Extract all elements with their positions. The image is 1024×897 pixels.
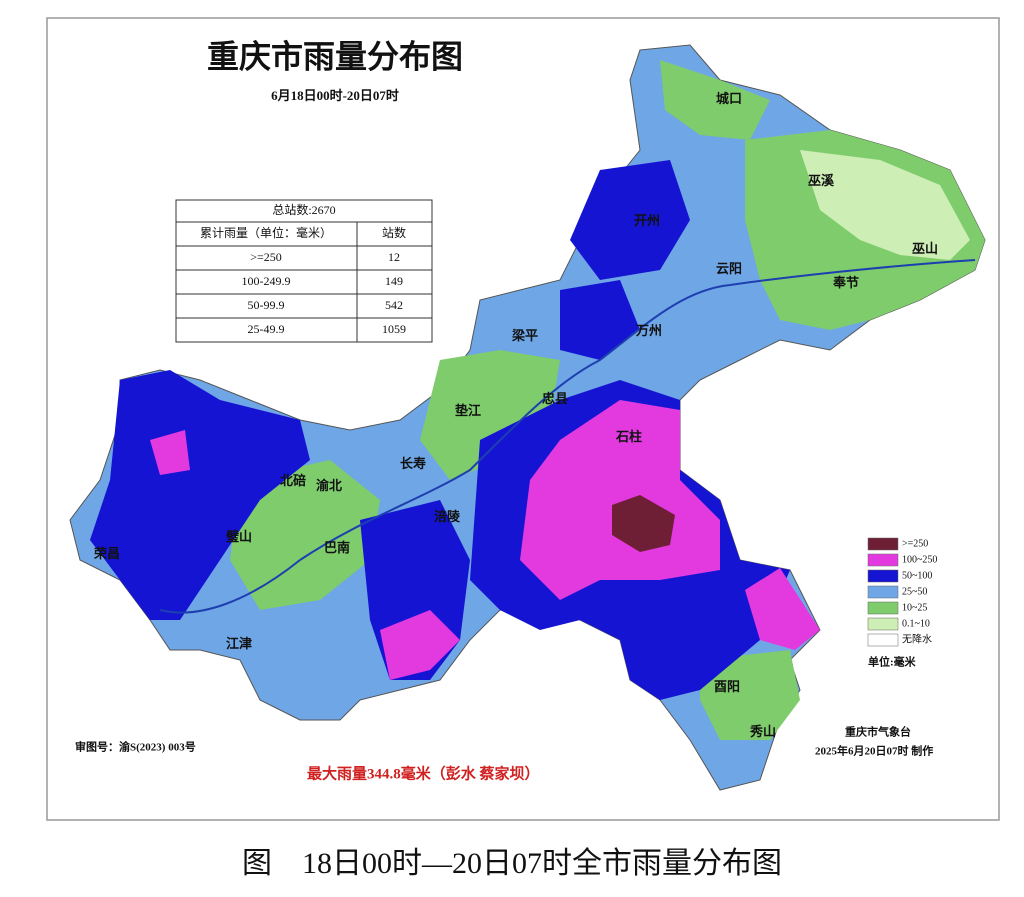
place-label: 城口 [716, 91, 742, 106]
place-label: 巴南 [324, 540, 350, 555]
place-label: 忠县 [542, 391, 568, 406]
region-maroon [612, 495, 675, 552]
table-cell: >=250 [250, 250, 282, 264]
region-green [660, 60, 770, 140]
region-green [420, 350, 560, 480]
legend-swatch [867, 617, 899, 631]
place-label: 荣昌 [93, 546, 120, 561]
place-label: 云阳 [716, 261, 742, 276]
region-magenta [150, 430, 190, 475]
table-cell: 542 [385, 298, 403, 312]
place-label: 巫溪 [808, 173, 835, 188]
producer: 重庆市气象台 [845, 725, 911, 739]
table-header: 站数 [382, 225, 406, 240]
legend-swatch [867, 537, 899, 551]
place-label: 奉节 [832, 275, 859, 290]
produced-time: 2025年6月20日07时 制作 [815, 744, 933, 758]
river [159, 559, 301, 614]
table-title: 总站数:2670 [272, 202, 335, 217]
place-label: 北碚 [280, 473, 306, 488]
table-cell: 1059 [382, 322, 406, 336]
region-dark-blue [90, 370, 310, 620]
region-pale [800, 150, 970, 260]
map-title: 重庆市雨量分布图 [207, 38, 463, 74]
legend-label: 100~250 [902, 554, 937, 565]
region-magenta [745, 568, 820, 650]
place-labels: 城口 巫溪 巫山 奉节 云阳 开州 万州 梁平 忠县 垫江 长寿 石柱 渝北 北… [93, 91, 938, 739]
region-magenta [380, 610, 460, 680]
table-header: 累计雨量（单位：毫米） [200, 225, 332, 240]
legend-swatch [867, 569, 899, 583]
table-cell: 12 [388, 250, 400, 264]
region-dark-blue [570, 160, 690, 280]
place-label: 梁平 [511, 328, 538, 343]
legend-swatch [867, 633, 899, 647]
place-label: 酉阳 [714, 679, 740, 694]
place-label: 璧山 [226, 529, 252, 544]
place-label: 万州 [635, 323, 662, 338]
station-table [175, 199, 433, 343]
legend-label: 50~100 [902, 570, 932, 581]
table-cell: 149 [385, 274, 403, 288]
place-label: 渝北 [316, 478, 342, 493]
map-regions [69, 44, 986, 791]
table-cell: 100-249.9 [242, 274, 291, 288]
legend-swatch [867, 553, 899, 567]
map-number: 审图号：渝S(2023) 003号 [75, 740, 196, 754]
place-label: 长寿 [400, 456, 426, 471]
legend-swatch [867, 601, 899, 615]
place-label: 石柱 [615, 429, 642, 444]
table-border [175, 199, 433, 343]
place-label: 巫山 [912, 241, 938, 256]
legend-label: >=250 [902, 538, 928, 549]
map-subtitle: 6月18日00时-20日07时 [271, 88, 399, 103]
place-label: 开州 [634, 213, 660, 228]
table-text: 总站数:2670 累计雨量（单位：毫米） 站数 >=250 12 100-249.9… [200, 202, 406, 336]
table-cell: 50-99.9 [248, 298, 285, 312]
region-green [230, 460, 380, 610]
legend-label: 25~50 [902, 586, 927, 597]
river [299, 259, 976, 561]
region-magenta [520, 400, 720, 600]
place-label: 涪陵 [434, 509, 461, 524]
caption: 图 18日00时—20日07时全市雨量分布图 [242, 847, 782, 880]
legend-swatch [867, 585, 899, 599]
region-dark-blue [560, 280, 640, 360]
legend-label: 10~25 [902, 602, 927, 613]
table-cell: 25-49.9 [248, 322, 285, 336]
legend-label: 0.1~10 [902, 618, 930, 629]
place-label: 垫江 [455, 403, 481, 418]
place-label: 秀山 [749, 724, 776, 739]
legend-unit: 单位:毫米 [868, 655, 917, 669]
legend: >=250 100~250 50~100 25~50 10~25 0.1~10 无降水 [867, 537, 937, 647]
place-label: 江津 [226, 636, 252, 651]
max-rain: 最大雨量344.8毫米（彭水 蔡家坝） [307, 764, 540, 782]
legend-label: 无降水 [902, 632, 932, 645]
region-green [700, 650, 800, 740]
